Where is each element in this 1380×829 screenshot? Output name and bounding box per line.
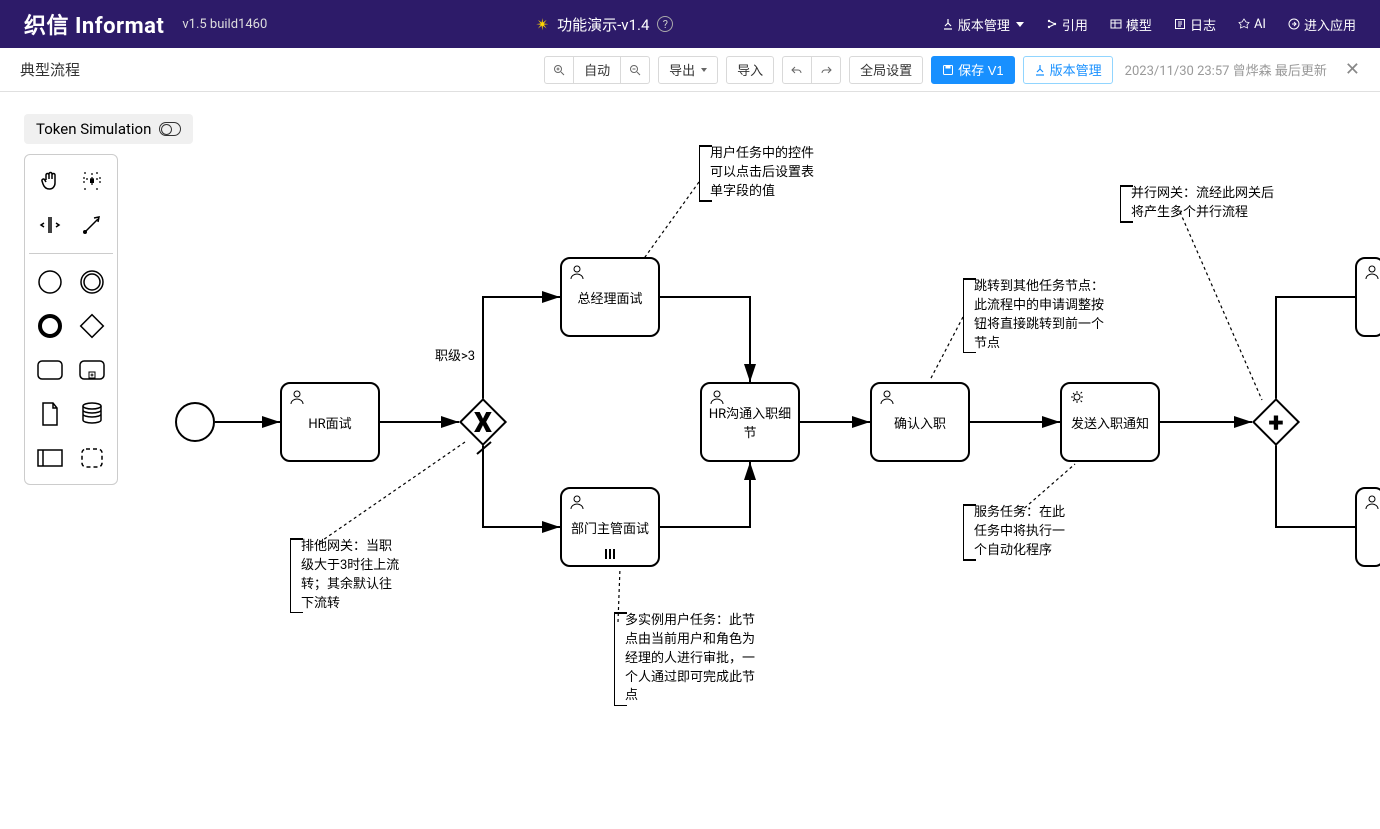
nav-version-mgmt-label: 版本管理: [958, 15, 1010, 34]
edge-label-level: 职级>3: [435, 345, 475, 364]
nav-version-mgmt[interactable]: 版本管理: [942, 15, 1024, 34]
task-label: 发送入职通知: [1071, 413, 1149, 432]
nav-model-label: 模型: [1126, 15, 1152, 34]
parallel-gateway[interactable]: +: [1252, 398, 1300, 446]
nav-log-label: 日志: [1190, 15, 1216, 34]
tool-data-object[interactable]: [29, 394, 71, 434]
user-task-icon: [708, 388, 726, 406]
task-hr-interview[interactable]: HR面试: [280, 382, 380, 462]
import-button[interactable]: 导入: [726, 56, 774, 84]
nav-ai-label: AI: [1254, 17, 1266, 32]
tool-intermediate-event[interactable]: [71, 262, 113, 302]
redo-button[interactable]: [812, 56, 841, 84]
multi-instance-marker-icon: [605, 549, 615, 559]
task-label: 部门主管面试: [571, 518, 649, 537]
tool-hand[interactable]: [29, 161, 71, 201]
topbar: 织信 Informat v1.5 build1460 ✴ 功能演示-v1.4 ?…: [0, 0, 1380, 48]
task-label: HR面试: [308, 413, 351, 432]
annotation-parallel-gw[interactable]: 并行网关：流经此网关后将产生多个并行流程: [1120, 185, 1275, 223]
zoom-group: 自动: [544, 56, 650, 84]
export-button[interactable]: 导出: [658, 56, 718, 84]
sparkle-icon: ✴: [536, 15, 549, 34]
undo-redo-group: [782, 56, 841, 84]
tool-start-event[interactable]: [29, 262, 71, 302]
zoom-out-button[interactable]: [621, 56, 650, 84]
export-label: 导出: [669, 60, 695, 79]
token-sim-label: Token Simulation: [36, 120, 151, 138]
user-task-icon: [288, 388, 306, 406]
annotation-form-ctrl[interactable]: 用户任务中的控件可以点击后设置表单字段的值: [699, 145, 824, 202]
annotation-service-task[interactable]: 服务任务：在此任务中将执行一个自动化程序: [963, 504, 1073, 561]
chevron-down-icon: [701, 68, 707, 72]
header-title: 功能演示-v1.4: [557, 14, 649, 35]
tool-connect[interactable]: [71, 205, 113, 245]
task-cut-top[interactable]: [1355, 257, 1380, 337]
logo: 织信 Informat: [24, 8, 164, 40]
nav-enter-app[interactable]: 进入应用: [1288, 15, 1356, 34]
zoom-auto-button[interactable]: 自动: [574, 56, 621, 84]
exclusive-gateway[interactable]: X: [459, 398, 507, 446]
user-task-icon: [1363, 263, 1380, 281]
task-confirm[interactable]: 确认入职: [870, 382, 970, 462]
task-label: HR沟通入职细节: [706, 403, 794, 441]
page-title: 典型流程: [20, 59, 536, 80]
task-cut-bot[interactable]: [1355, 487, 1380, 567]
task-gm-interview[interactable]: 总经理面试: [560, 257, 660, 337]
nav-reference-label: 引用: [1062, 15, 1088, 34]
task-label: 确认入职: [894, 413, 946, 432]
annotation-multi-instance[interactable]: 多实例用户任务：此节点由当前用户和角色为经理的人进行审批，一个人通过即可完成此节…: [614, 612, 764, 706]
tool-space[interactable]: [29, 205, 71, 245]
user-task-icon: [568, 493, 586, 511]
task-label: 总经理面试: [577, 288, 642, 307]
user-task-icon: [1363, 493, 1380, 511]
toggle-icon: [159, 122, 181, 136]
version-mgmt-label: 版本管理: [1050, 60, 1102, 79]
tool-lasso[interactable]: [71, 161, 113, 201]
nav-ai[interactable]: AI: [1238, 17, 1266, 32]
tool-group[interactable]: [71, 438, 113, 478]
tool-task[interactable]: [29, 350, 71, 390]
task-hr-detail[interactable]: HR沟通入职细节: [700, 382, 800, 462]
user-task-icon: [568, 263, 586, 281]
nav-model[interactable]: 模型: [1110, 15, 1152, 34]
token-simulation-toggle[interactable]: Token Simulation: [24, 114, 193, 144]
save-label: 保存 V1: [958, 60, 1004, 79]
close-icon[interactable]: ✕: [1345, 59, 1360, 80]
build-label: v1.5 build1460: [182, 17, 267, 32]
help-icon[interactable]: ?: [657, 16, 673, 32]
annotation-jump[interactable]: 跳转到其他任务节点：此流程中的申请调整按钮将直接跳转到前一个节点: [963, 278, 1113, 353]
nav-enter-app-label: 进入应用: [1304, 15, 1356, 34]
zoom-in-button[interactable]: [544, 56, 574, 84]
chevron-down-icon: [1016, 22, 1024, 27]
nav-reference[interactable]: 引用: [1046, 15, 1088, 34]
service-task-icon: [1068, 388, 1086, 406]
task-dept-interview[interactable]: 部门主管面试: [560, 487, 660, 567]
undo-button[interactable]: [782, 56, 812, 84]
toolbar: 典型流程 自动 导出 导入 全局设置 保存 V1 版本管理 2023/11/30…: [0, 48, 1380, 92]
nav-log[interactable]: 日志: [1174, 15, 1216, 34]
tool-subprocess[interactable]: [71, 350, 113, 390]
tool-participant[interactable]: [29, 438, 71, 478]
user-task-icon: [878, 388, 896, 406]
annotation-exclusive-gw[interactable]: 排他网关：当职级大于3时往上流转；其余默认往下流转: [290, 538, 400, 613]
canvas[interactable]: Token Simulation: [0, 92, 1380, 829]
header-title-wrap: ✴ 功能演示-v1.4 ?: [267, 14, 942, 35]
start-event[interactable]: [175, 402, 215, 442]
version-mgmt-button[interactable]: 版本管理: [1023, 56, 1113, 84]
save-button[interactable]: 保存 V1: [931, 56, 1015, 84]
element-palette: [24, 154, 118, 485]
tool-end-event[interactable]: [29, 306, 71, 346]
global-settings-button[interactable]: 全局设置: [849, 56, 923, 84]
tool-data-store[interactable]: [71, 394, 113, 434]
top-right: 版本管理 引用 模型 日志 AI 进入应用: [942, 15, 1356, 34]
tool-gateway[interactable]: [71, 306, 113, 346]
updated-meta: 2023/11/30 23:57 曾烨森 最后更新: [1125, 60, 1327, 79]
task-notify[interactable]: 发送入职通知: [1060, 382, 1160, 462]
